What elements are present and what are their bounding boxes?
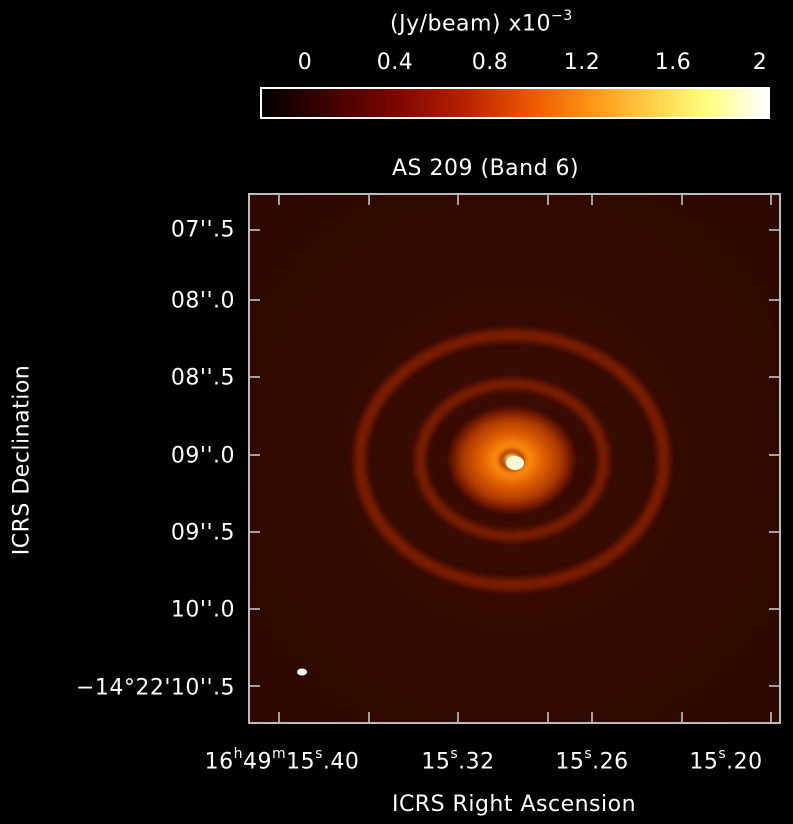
y-tick: 08''.5 [170, 365, 235, 391]
outer-ring [354, 329, 670, 591]
y-tick: −14°22'10''.5 [75, 675, 235, 701]
x-tick: 15s.32 [421, 746, 495, 775]
y-tick: 09''.5 [170, 520, 235, 546]
colorbar-tick: 0.8 [471, 50, 509, 75]
colorbar-tick: 1.6 [654, 50, 692, 75]
x-axis-label: ICRS Right Ascension [391, 792, 637, 817]
colorbar-unit-text: (Jy/beam) x10 [390, 11, 552, 37]
colorbar-tick: 0 [297, 50, 313, 75]
y-tick: 10''.0 [170, 597, 235, 623]
image-title: AS 209 (Band 6) [392, 156, 580, 181]
colorbar-tick: 2 [752, 50, 768, 75]
x-tick: 15s.26 [555, 746, 629, 775]
y-axis-label: ICRS Declination [9, 364, 35, 556]
central-peak [506, 456, 524, 470]
middle-ring [414, 378, 610, 542]
y-tick: 09''.0 [170, 443, 235, 469]
colorbar-exponent: −3 [551, 8, 573, 24]
colorbar [260, 87, 770, 119]
x-tick: 15s.20 [689, 746, 763, 775]
colorbar-unit-label: (Jy/beam) x10−3 [390, 8, 573, 37]
disk-image [250, 195, 779, 722]
y-tick: 08''.0 [170, 288, 235, 314]
beam-ellipse [297, 668, 307, 676]
image-frame [248, 193, 781, 724]
colorbar-tick: 0.4 [376, 50, 414, 75]
axis-ticks [250, 195, 779, 722]
colorbar-tick: 1.2 [563, 50, 601, 75]
y-tick: 07''.5 [170, 217, 235, 243]
x-tick: 16h49m15s.40 [204, 746, 360, 775]
